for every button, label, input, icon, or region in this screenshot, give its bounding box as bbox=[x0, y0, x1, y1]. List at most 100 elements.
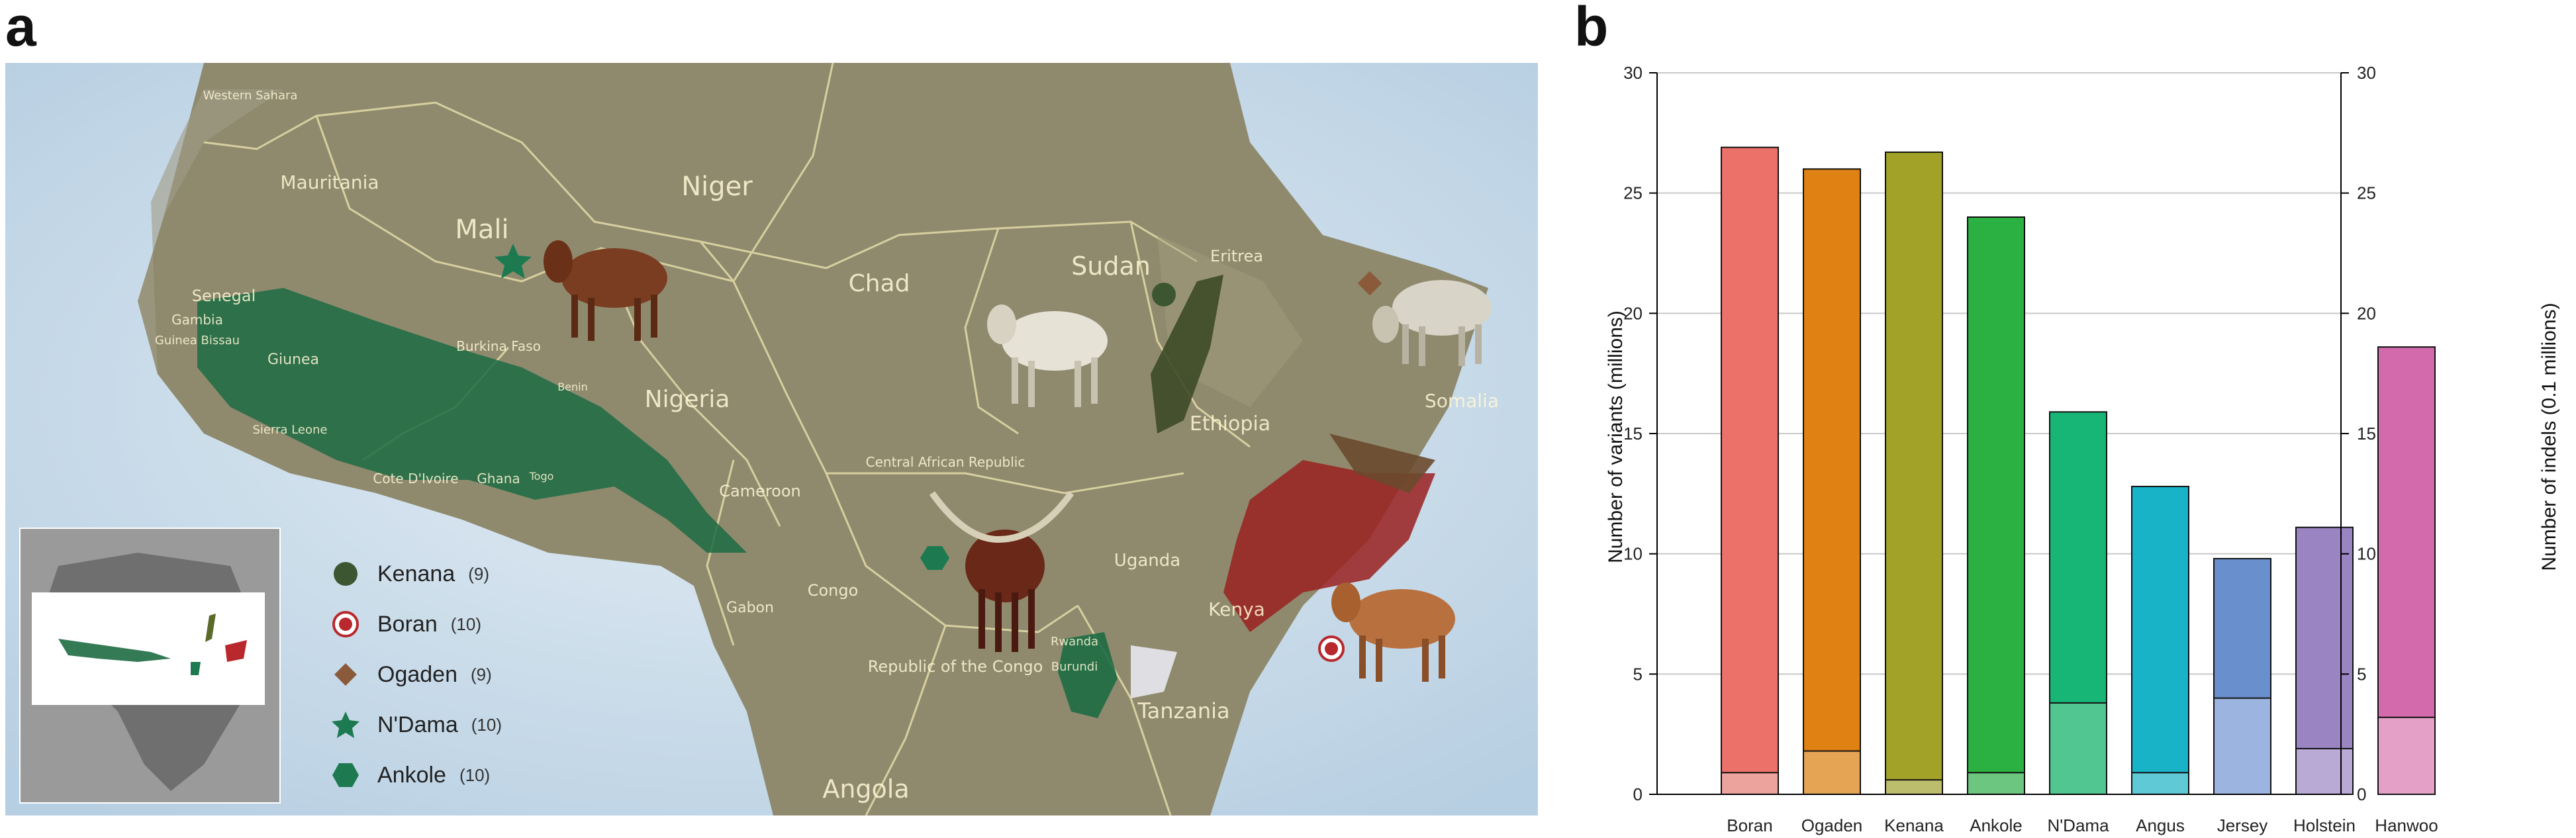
panel-b-label: b bbox=[1574, 0, 1609, 58]
ankole-marker bbox=[920, 546, 949, 570]
country-label: Congo bbox=[808, 581, 859, 600]
country-label: Central African Republic bbox=[866, 454, 1026, 470]
inset-africa-map bbox=[19, 528, 281, 804]
y-tick-label: 20 bbox=[1623, 303, 1643, 323]
bar-indels bbox=[2295, 747, 2354, 796]
country-label: Nigeria bbox=[645, 386, 730, 413]
country-label: Burundi bbox=[1051, 660, 1098, 674]
legend-count: (10) bbox=[459, 765, 491, 785]
legend-label: Ogaden bbox=[377, 661, 457, 687]
legend-label: Ankole bbox=[377, 762, 446, 788]
legend-item-ndama: N'Dama (10) bbox=[330, 705, 502, 745]
ogaden-marker bbox=[1357, 271, 1382, 296]
bar-variants bbox=[1721, 146, 1779, 795]
country-label: Sierra Leone bbox=[252, 423, 327, 437]
legend-count: (9) bbox=[468, 563, 490, 584]
ndama-cattle-image bbox=[544, 240, 667, 341]
country-label: Angola bbox=[822, 774, 909, 804]
country-label: Guinea Bissau bbox=[155, 334, 240, 348]
legend-count: (9) bbox=[471, 664, 492, 684]
y2-axis-title: Number of indels (0.1 millions) bbox=[2538, 303, 2560, 571]
x-tick-label: Hanwoo bbox=[2375, 815, 2438, 835]
country-label: Mali bbox=[455, 214, 508, 245]
ndama-region bbox=[197, 288, 747, 553]
bar-indels bbox=[2377, 716, 2436, 795]
legend-item-ogaden: Ogaden (9) bbox=[330, 655, 492, 694]
country-label: Gambia bbox=[171, 312, 223, 328]
y2-tick-label: 0 bbox=[2357, 784, 2366, 804]
y-tick-label: 30 bbox=[1623, 63, 1643, 83]
kenana-cattle-image bbox=[987, 304, 1108, 407]
ankole-region bbox=[1058, 632, 1118, 718]
bars bbox=[1721, 146, 2436, 796]
country-label: Sudan bbox=[1071, 252, 1151, 281]
y2-tick-label: 5 bbox=[2357, 664, 2366, 684]
y2-tick-label: 10 bbox=[2357, 544, 2376, 564]
country-label: Uganda bbox=[1114, 551, 1180, 571]
variants-bar-chart-panel: 0 0 5 5 10 10 15 15 20 20 25 25 30 30 Boran Ogaden Kenan… bbox=[1562, 0, 2576, 838]
boran-region bbox=[1223, 460, 1435, 632]
bar-indels bbox=[2213, 697, 2271, 795]
legend-item-kenana: Kenana (9) bbox=[330, 554, 489, 594]
country-label: Rwanda bbox=[1051, 635, 1098, 649]
x-tick-label: Kenana bbox=[1884, 815, 1944, 835]
country-label: Niger bbox=[681, 171, 753, 202]
x-tick-label: Boran bbox=[1727, 815, 1772, 835]
country-label: Benin bbox=[557, 381, 588, 393]
ogaden-region bbox=[1329, 434, 1435, 493]
y2-tick-label: 15 bbox=[2357, 424, 2376, 443]
x-tick-label: Jersey bbox=[2217, 815, 2268, 835]
bar-indels bbox=[2131, 772, 2189, 796]
y2-tick-label: 30 bbox=[2357, 63, 2376, 83]
x-tick-label: Angus bbox=[2136, 815, 2185, 835]
x-tick-label: Ogaden bbox=[1801, 815, 1863, 835]
country-label: Western Sahara bbox=[203, 89, 298, 103]
y-tick-label: 10 bbox=[1623, 544, 1643, 564]
africa-map-panel: Western Sahara Mauritania Mali Niger Chad Sud… bbox=[5, 63, 1538, 815]
bar-variants bbox=[1885, 151, 1943, 795]
ankole-cattle-image bbox=[929, 491, 1074, 652]
country-label: Burkina Faso bbox=[456, 338, 541, 354]
country-label: Senegal bbox=[192, 287, 256, 305]
country-label: Gabon bbox=[726, 600, 774, 616]
bar-indels bbox=[1803, 750, 1861, 795]
x-tick-label: Holstein bbox=[2293, 815, 2356, 835]
africa-map: Western Sahara Mauritania Mali Niger Chad Sud… bbox=[5, 63, 1538, 815]
circle-icon bbox=[334, 562, 358, 586]
legend-label: N'Dama bbox=[377, 712, 458, 737]
y-axis-title: Number of variants (millions) bbox=[1605, 310, 1627, 563]
country-label: Eritrea bbox=[1210, 247, 1263, 265]
x-tick-label: N'Dama bbox=[2047, 815, 2109, 835]
country-label: Ethiopia bbox=[1190, 412, 1270, 436]
bar-indels bbox=[1885, 779, 1943, 795]
country-label: Giunea bbox=[267, 351, 319, 368]
y2-tick-label: 25 bbox=[2357, 183, 2376, 203]
star-icon bbox=[332, 712, 359, 738]
y-tick-label: 5 bbox=[1633, 664, 1643, 684]
y-tick-label: 25 bbox=[1623, 183, 1643, 203]
legend-item-ankole: Ankole (10) bbox=[330, 755, 490, 795]
axes: 0 0 5 5 10 10 15 15 20 20 25 25 30 30 Boran Ogaden Kenan… bbox=[1623, 63, 2438, 835]
country-label: Cameroon bbox=[719, 482, 801, 500]
variants-bar-chart: 0 0 5 5 10 10 15 15 20 20 25 25 30 30 Boran Ogaden Kenan… bbox=[1605, 63, 2560, 835]
legend-label: Kenana bbox=[377, 561, 455, 586]
country-labels: Western Sahara Mauritania Mali Niger Chad Sud… bbox=[155, 89, 1499, 804]
y-tick-label: 15 bbox=[1623, 424, 1643, 443]
panel-a-label: a bbox=[5, 0, 36, 58]
country-label: Togo bbox=[529, 470, 554, 483]
hexagon-icon bbox=[332, 763, 359, 787]
kenana-region bbox=[1151, 275, 1223, 434]
country-label: Chad bbox=[849, 270, 910, 297]
kenana-marker bbox=[1152, 283, 1176, 306]
ogaden-cattle-image bbox=[1372, 280, 1492, 366]
country-label: Cote D'Ivoire bbox=[373, 471, 458, 487]
x-tick-label: Ankole bbox=[1970, 815, 2023, 835]
bar-variants bbox=[1803, 168, 1861, 796]
diamond-icon bbox=[334, 663, 357, 686]
country-label: Kenya bbox=[1208, 598, 1265, 620]
bar-indels bbox=[1967, 772, 2025, 796]
boran-cattle-image bbox=[1331, 582, 1455, 682]
legend-count: (10) bbox=[471, 714, 502, 735]
legend-count: (10) bbox=[450, 614, 481, 634]
legend-label: Boran bbox=[377, 611, 438, 637]
